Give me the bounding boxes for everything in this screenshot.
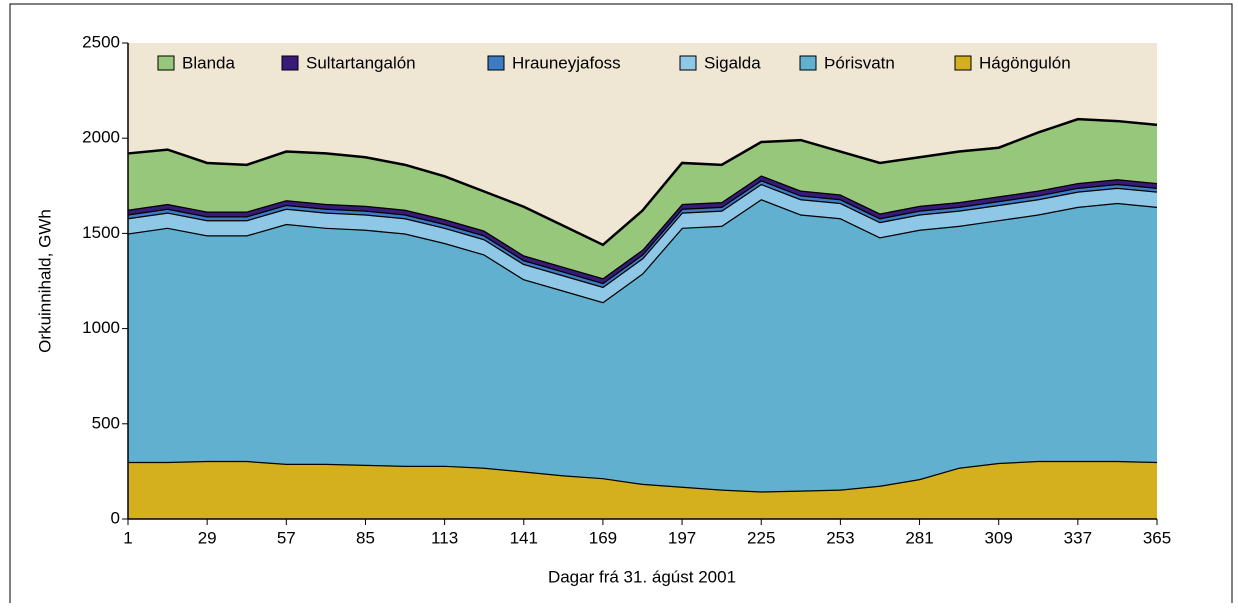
x-tick-label: 365	[1143, 528, 1171, 547]
x-tick-label: 29	[198, 528, 217, 547]
legend-label: Blanda	[182, 53, 235, 72]
x-tick-label: 1	[123, 528, 132, 547]
x-tick-label: 113	[431, 528, 458, 547]
legend-swatch	[281, 55, 299, 71]
x-tick-label: 225	[747, 528, 775, 547]
x-tick-label: 141	[510, 528, 538, 547]
y-axis-label: Orkuinnihald, GWh	[35, 209, 54, 353]
legend-label: Hágöngulón	[979, 53, 1071, 72]
x-tick-label: 337	[1064, 528, 1092, 547]
area	[128, 199, 1157, 492]
y-tick-label: 2500	[82, 32, 120, 51]
frame	[9, 3, 1233, 608]
x-tick-label: 253	[826, 528, 854, 547]
area	[128, 460, 1157, 519]
legend-swatch	[799, 55, 817, 71]
x-tick-label: 281	[905, 528, 933, 547]
legend-swatch	[157, 55, 175, 71]
x-tick-label: 197	[668, 528, 696, 547]
x-tick-label: 57	[277, 528, 296, 547]
y-tick-label: 2000	[82, 128, 120, 147]
y-tick-label: 0	[111, 508, 120, 527]
area	[128, 119, 1157, 279]
legend-swatch	[679, 55, 697, 71]
legend-label: Sigalda	[704, 53, 761, 72]
legend-swatch	[487, 55, 505, 71]
x-tick-label: 309	[985, 528, 1013, 547]
x-tick-label: 169	[589, 528, 617, 547]
legend-label: Hrauneyjafoss	[512, 53, 621, 72]
x-tick-label: 85	[356, 528, 375, 547]
legend-swatch	[954, 55, 972, 71]
y-tick-label: 1500	[82, 223, 120, 242]
y-tick-label: 500	[92, 413, 120, 432]
y-tick-label: 1000	[82, 318, 120, 337]
legend-label: Sultartangalón	[306, 53, 416, 72]
area-edge	[127, 117, 1158, 247]
legend-label: Þórisvatn	[824, 53, 895, 72]
x-axis-label: Dagar frá 31. ágúst 2001	[548, 567, 736, 586]
